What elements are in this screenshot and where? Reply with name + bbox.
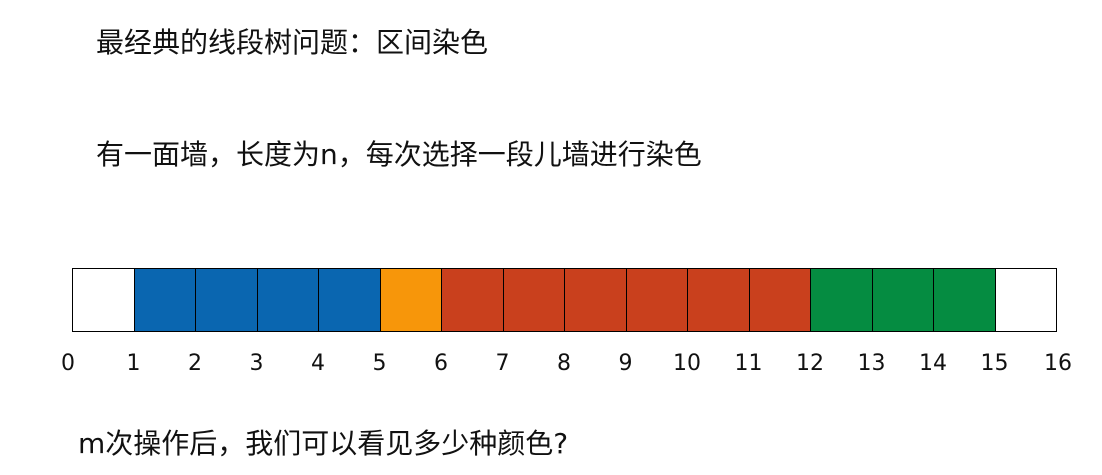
tick-label: 14 (919, 351, 947, 376)
wall-cell (441, 268, 504, 332)
wall-cell (687, 268, 750, 332)
question-text: m次操作后，我们可以看见多少种颜色? (78, 427, 569, 460)
tick-label: 3 (249, 351, 264, 376)
wall-cell (871, 268, 934, 332)
wall-cell (994, 268, 1057, 332)
wall-cell (256, 268, 319, 332)
wall-cell (379, 268, 442, 332)
tick-label: 6 (434, 351, 448, 376)
tick-label: 8 (557, 351, 571, 376)
problem-statement: 有一面墙，长度为n，每次选择一段儿墙进行染色 (96, 138, 702, 171)
wall-cell (72, 268, 135, 332)
tick-label: 10 (673, 351, 701, 376)
wall-cell (133, 268, 196, 332)
tick-label: 7 (495, 351, 510, 376)
tick-label: 11 (734, 351, 763, 376)
tick-label: 1 (126, 351, 141, 376)
tick-label: 9 (618, 351, 633, 376)
wall-cell (564, 268, 627, 332)
tick-label: 16 (1044, 351, 1072, 376)
tick-label: 2 (188, 351, 202, 376)
wall-cell (502, 268, 565, 332)
tick-label: 4 (311, 351, 325, 376)
wall-cell (748, 268, 811, 332)
wall-cell (933, 268, 996, 332)
tick-label: 13 (857, 351, 886, 376)
tick-label: 5 (372, 351, 387, 376)
wall-cell (625, 268, 688, 332)
tick-label: 15 (980, 351, 1009, 376)
title-text: 最经典的线段树问题：区间染色 (96, 26, 489, 59)
tick-label: 0 (61, 351, 75, 376)
wall-cell (195, 268, 258, 332)
tick-label: 12 (796, 351, 824, 376)
wall-diagram (72, 268, 1057, 332)
wall-cell (318, 268, 381, 332)
wall-cell (810, 268, 873, 332)
